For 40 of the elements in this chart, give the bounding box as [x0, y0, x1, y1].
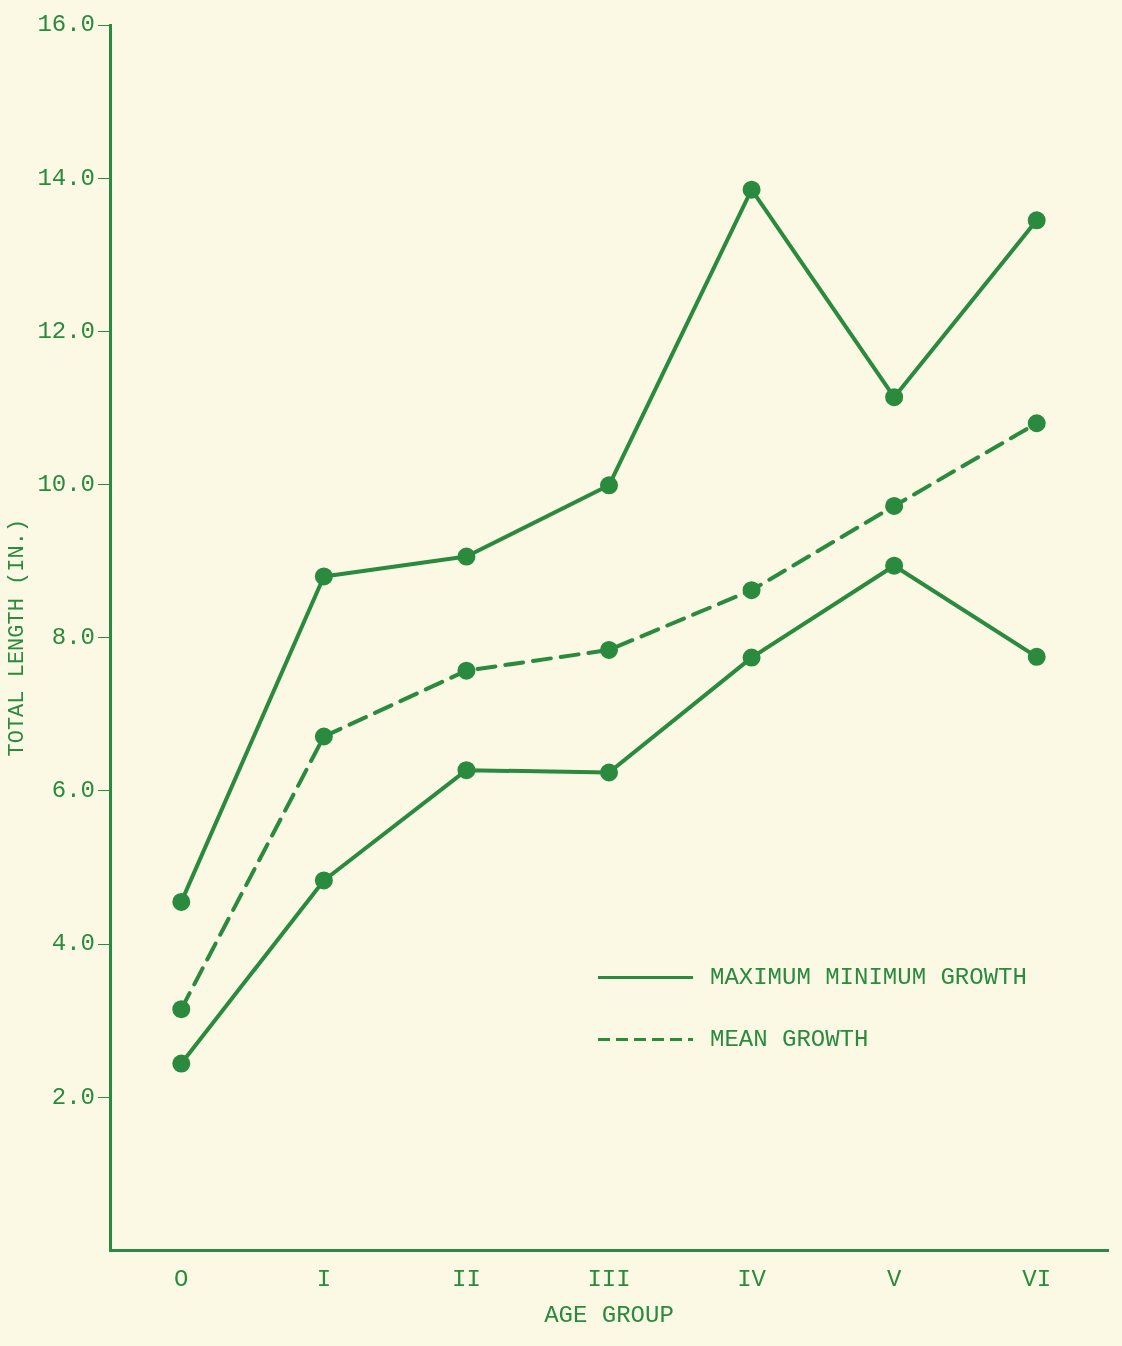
y-tick-label: 8.0	[51, 624, 96, 652]
point	[1027, 414, 1046, 433]
point	[1027, 211, 1046, 230]
y-tick-label: 12.0	[37, 317, 96, 345]
point	[742, 581, 761, 600]
y-tick-label: 10.0	[37, 470, 96, 498]
y-axis-title: TOTAL LENGTH (IN.)	[5, 518, 31, 757]
point	[600, 640, 619, 659]
point	[314, 567, 333, 586]
point	[885, 556, 904, 575]
y-tick-label: 4.0	[51, 930, 96, 958]
point	[172, 892, 191, 911]
point	[885, 388, 904, 407]
x-tick-label: III	[587, 1266, 631, 1294]
x-tick-label: VI	[1022, 1266, 1052, 1294]
point	[742, 180, 761, 199]
y-tick-label: 16.0	[37, 11, 96, 39]
point	[885, 496, 904, 515]
point	[172, 1054, 191, 1073]
x-tick-label: V	[886, 1266, 902, 1294]
legend-label: MAXIMUM MINIMUM GROWTH	[710, 963, 1027, 991]
legend-label: MEAN GROWTH	[710, 1025, 869, 1053]
x-tick-label: IV	[737, 1266, 767, 1294]
point	[742, 648, 761, 667]
point	[1027, 647, 1046, 666]
y-tick-label: 14.0	[37, 164, 96, 192]
point	[172, 1000, 191, 1019]
point	[314, 727, 333, 746]
point	[600, 763, 619, 782]
point	[600, 476, 619, 495]
point	[457, 661, 476, 680]
y-tick-label: 6.0	[51, 777, 96, 805]
x-tick-label: II	[452, 1266, 481, 1294]
x-tick-label: I	[316, 1266, 332, 1294]
point	[457, 761, 476, 780]
point	[314, 871, 333, 890]
point	[457, 547, 476, 566]
x-tick-label: O	[174, 1266, 189, 1294]
x-axis-title: AGE GROUP	[544, 1301, 674, 1329]
y-tick-label: 2.0	[51, 1083, 96, 1111]
